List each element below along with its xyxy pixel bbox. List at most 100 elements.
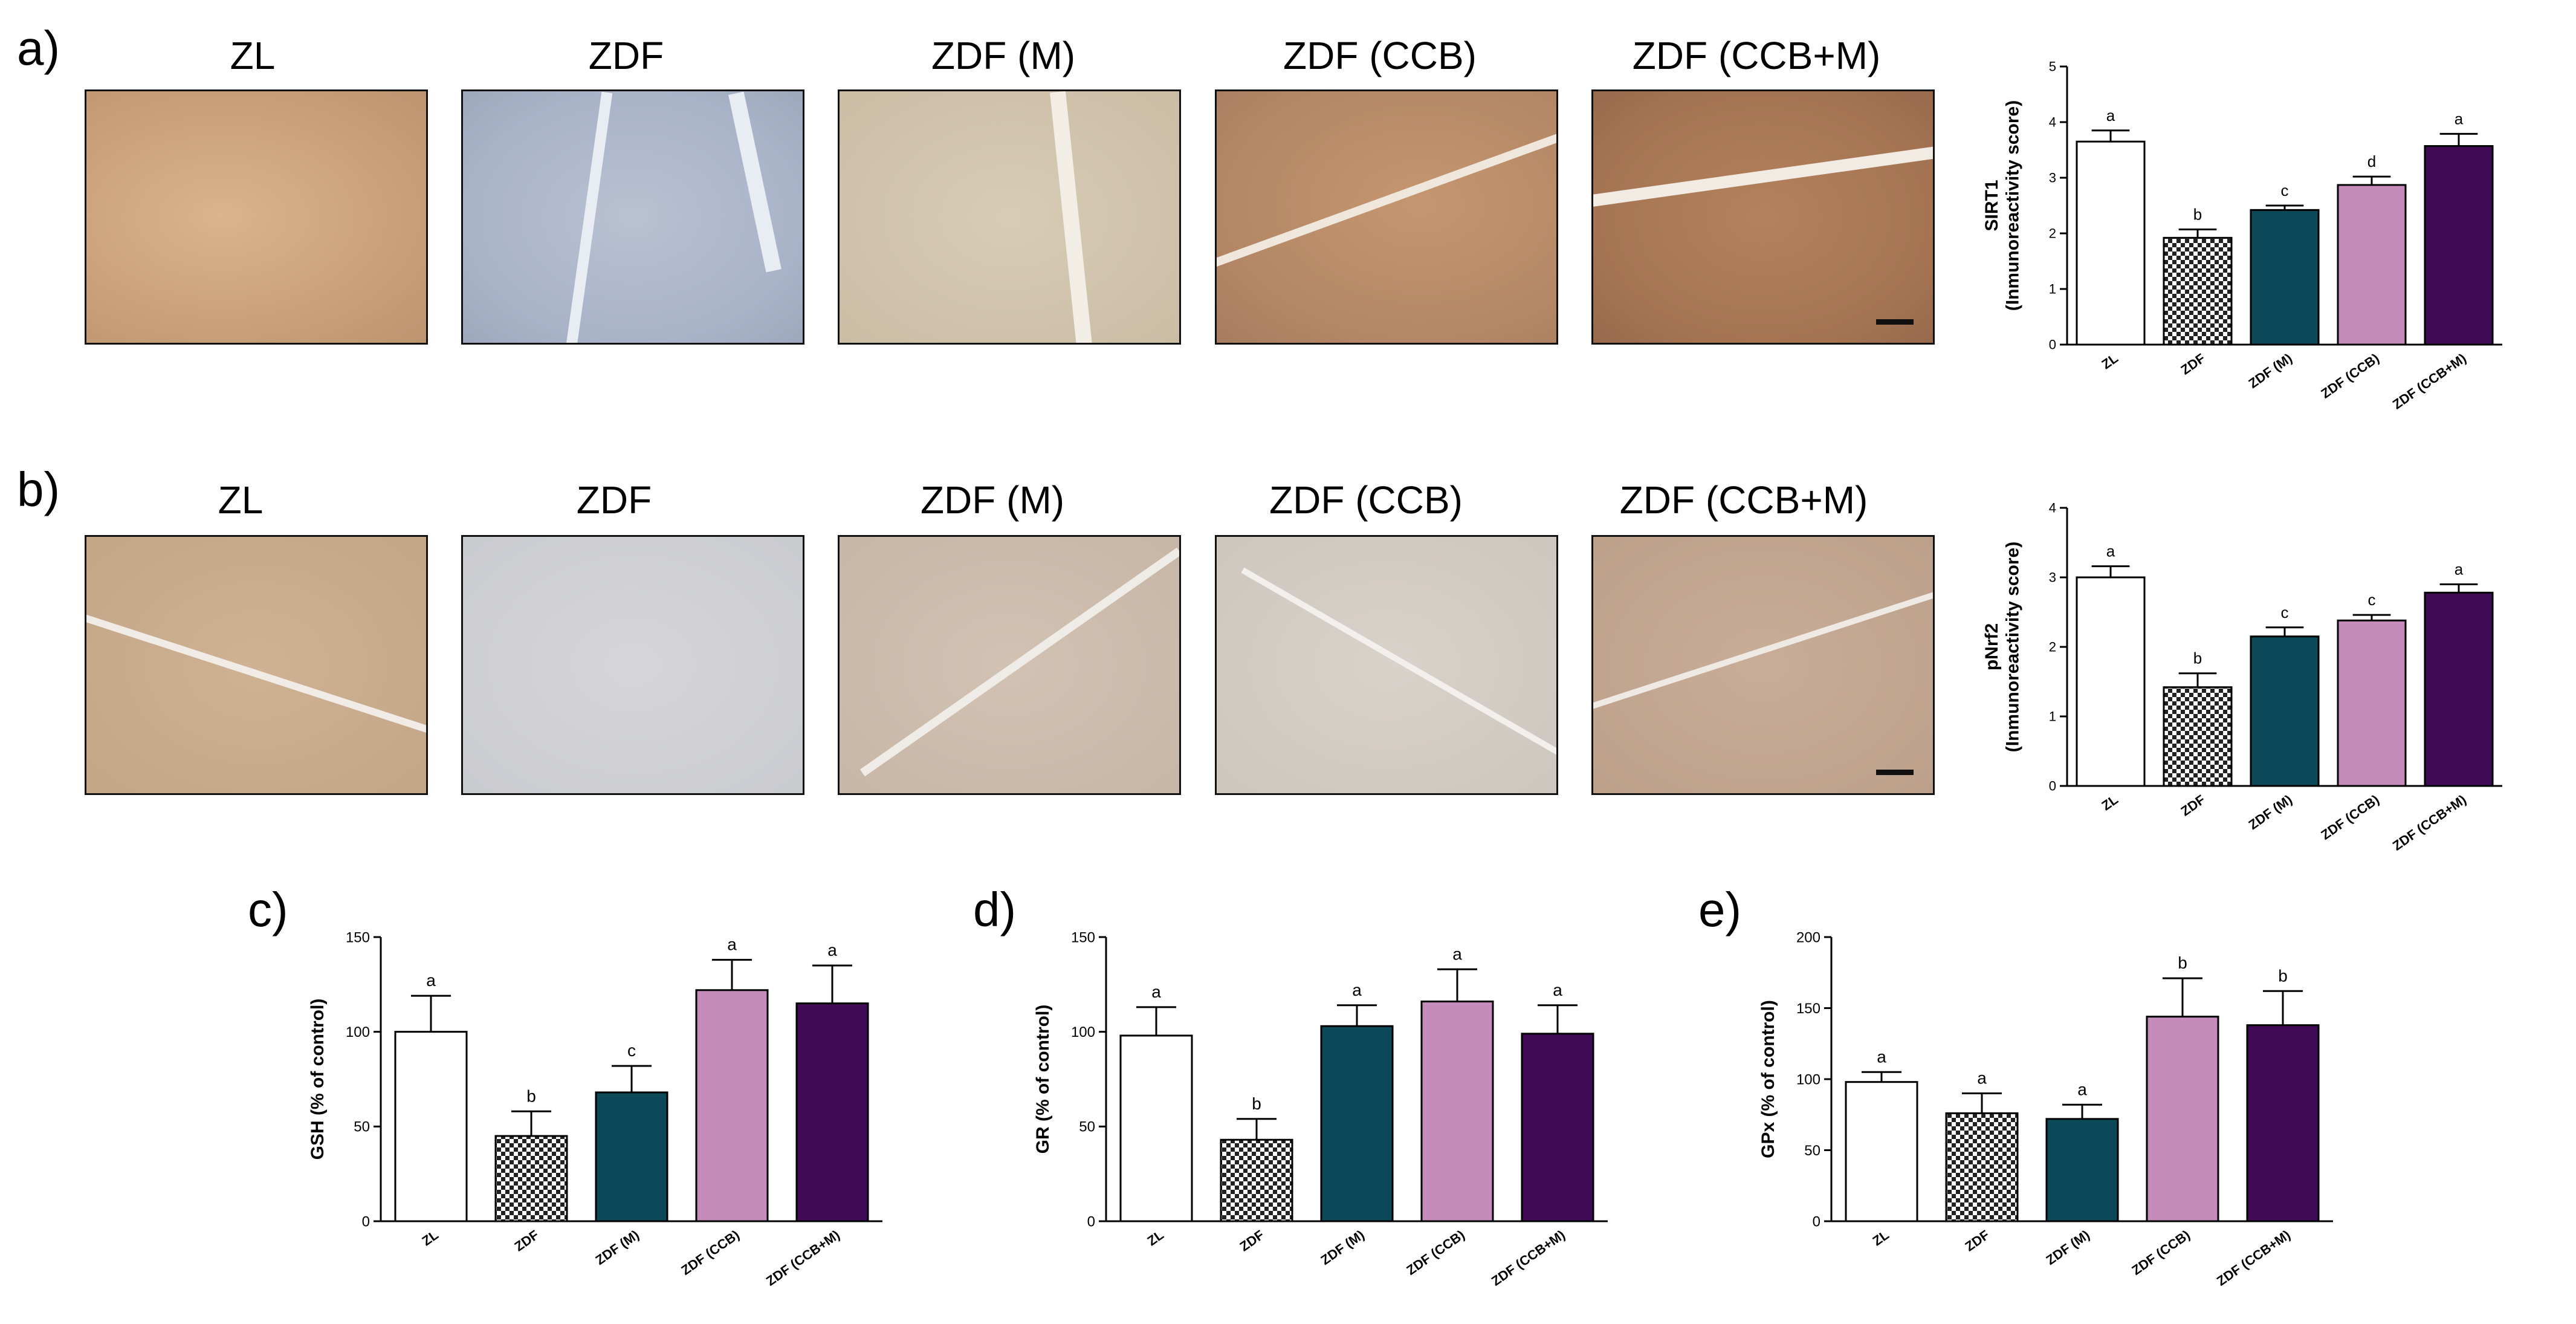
significance-letter: c [2368,591,2376,609]
y-tick-label: 0 [2049,779,2056,794]
significance-letter: a [827,941,837,959]
y-tick-label: 4 [2049,115,2056,130]
micrograph-label-a-zdf-m: ZDF (M) [931,34,1076,77]
category-label: ZDF (CCB) [2318,792,2381,843]
micrograph-label-b-zl: ZL [218,478,264,522]
panel-letter-d: d) [973,883,1017,936]
y-tick-label: 150 [346,929,370,946]
significance-letter: a [2106,106,2115,125]
category-label: ZDF [2178,792,2207,819]
panel-letter-e: e) [1698,883,1742,936]
bar-zdf-ccb-m [795,1002,869,1222]
significance-letter: a [1452,944,1462,963]
significance-letter: a [1877,1047,1886,1066]
y-tick-label: 100 [346,1024,370,1040]
panel-letter-c: c) [248,883,288,936]
significance-letter: d [2367,152,2376,170]
micrograph-label-a-zl: ZL [230,34,276,77]
category-label: ZL [2099,351,2121,372]
bar-zdf-m [2250,209,2320,346]
micrograph-b-zl [85,535,428,795]
bar-zl [2076,576,2146,787]
y-tick-label: 100 [1071,1024,1095,1040]
category-label: ZDF (CCB+M) [763,1227,843,1289]
pnrf2-bar-chart: 0 1 2 3 4 pNrf2(Inmunoreactivity score) a ZL b ZD… [1982,501,2502,854]
micrograph-b-zdf-ccb-m [1591,535,1935,795]
significance-letter: a [2455,109,2464,128]
bar-zdf [2163,686,2233,787]
bar-zdf-ccb [2146,1016,2219,1222]
category-label: ZDF (CCB) [2129,1227,2192,1278]
significance-letter: a [2077,1080,2087,1098]
category-label: ZL [2099,792,2121,814]
y-tick-label: 150 [1796,1001,1820,1017]
significance-letter: c [2281,603,2289,621]
significance-letter: a [1977,1069,1987,1088]
significance-letter: b [2178,953,2187,972]
y-tick-label: 1 [2049,282,2056,297]
y-tick-label: 200 [1796,929,1820,946]
micrograph-b-zdf-ccb [1215,535,1558,795]
category-label: ZDF (CCB+M) [1489,1227,1568,1289]
y-axis-label-line: pNrf2 [1982,623,2002,670]
y-axis-label: SIRT1(Inmunoreactivity score) [1982,100,2023,311]
bar-zl [1845,1081,1918,1222]
bar-zdf [1220,1138,1293,1222]
bar-zdf-ccb-m [2246,1024,2320,1222]
significance-letter: a [1553,981,1562,999]
bar-zdf-m [2250,635,2320,787]
y-tick-label: 0 [1087,1213,1095,1230]
micrograph-label-b-zdf-ccb-m: ZDF (CCB+M) [1619,478,1868,522]
bar-zdf [1945,1112,2019,1222]
category-label: ZDF [1962,1227,1992,1254]
category-label: ZL [1870,1227,1892,1249]
y-tick-label: 3 [2049,570,2056,585]
y-tick-label: 0 [362,1213,370,1230]
significance-letter: a [2106,542,2115,560]
scale-bar-a [1876,319,1914,325]
y-axis-label: pNrf2(Inmunoreactivity score) [1982,542,2023,752]
bar-zl [2076,140,2146,346]
y-tick-label: 50 [1804,1143,1820,1159]
significance-letter: a [1151,982,1161,1001]
bar-zl [394,1031,468,1222]
y-axis-label-line: SIRT1 [1982,180,2002,231]
y-tick-label: 2 [2049,640,2056,655]
micrograph-b-zdf-m [838,535,1181,795]
micrograph-label-a-zdf-ccb-m: ZDF (CCB+M) [1632,34,1881,77]
y-tick-label: 4 [2049,501,2056,516]
category-label: ZDF (CCB+M) [2390,792,2469,854]
gr-bar-chart: 0 50 100 150 GR (% of control) a ZL b ZDF a ZDF (M… [1033,929,1608,1289]
panel-letter-a: a) [17,21,60,75]
gpx-bar-chart: 0 50 100 150 200 GPx (% of control) a ZL a ZDF a ZD… [1758,929,2333,1289]
bar-zdf-m [595,1091,668,1222]
bar-zdf-ccb [2337,619,2407,787]
micrograph-label-a-zdf: ZDF [588,34,664,77]
category-label: ZDF (M) [2043,1227,2092,1268]
bar-zdf-ccb [1420,1001,1494,1222]
bar-zdf [494,1135,568,1222]
significance-letter: c [2281,181,2289,200]
scale-bar-b [1876,770,1914,775]
micrograph-a-zdf [461,89,804,345]
significance-letter: a [426,971,436,990]
significance-letter: b [2193,206,2202,224]
y-tick-label: 3 [2049,170,2056,186]
y-tick-label: 1 [2049,709,2056,724]
category-label: ZDF [1237,1227,1266,1254]
bar-zdf-ccb-m [1521,1033,1594,1222]
y-tick-label: 2 [2049,226,2056,241]
micrograph-a-zdf-ccb-m [1591,89,1935,345]
micrograph-b-zdf [461,535,804,795]
micrograph-label-b-zdf: ZDF [576,478,652,522]
sirt1-bar-chart: 0 1 2 3 4 5 SIRT1(Inmunoreactivity score) a ZL b Z… [1982,59,2502,412]
micrograph-a-zdf-ccb [1215,89,1558,345]
significance-letter: b [2193,649,2202,667]
category-label: ZL [1145,1227,1167,1249]
y-axis-label: GSH (% of control) [308,999,328,1160]
y-axis-label: GR (% of control) [1033,1005,1053,1154]
category-label: ZDF [2178,351,2207,378]
y-tick-label: 50 [354,1119,370,1135]
significance-letter: a [2455,560,2464,579]
category-label: ZL [419,1227,441,1249]
